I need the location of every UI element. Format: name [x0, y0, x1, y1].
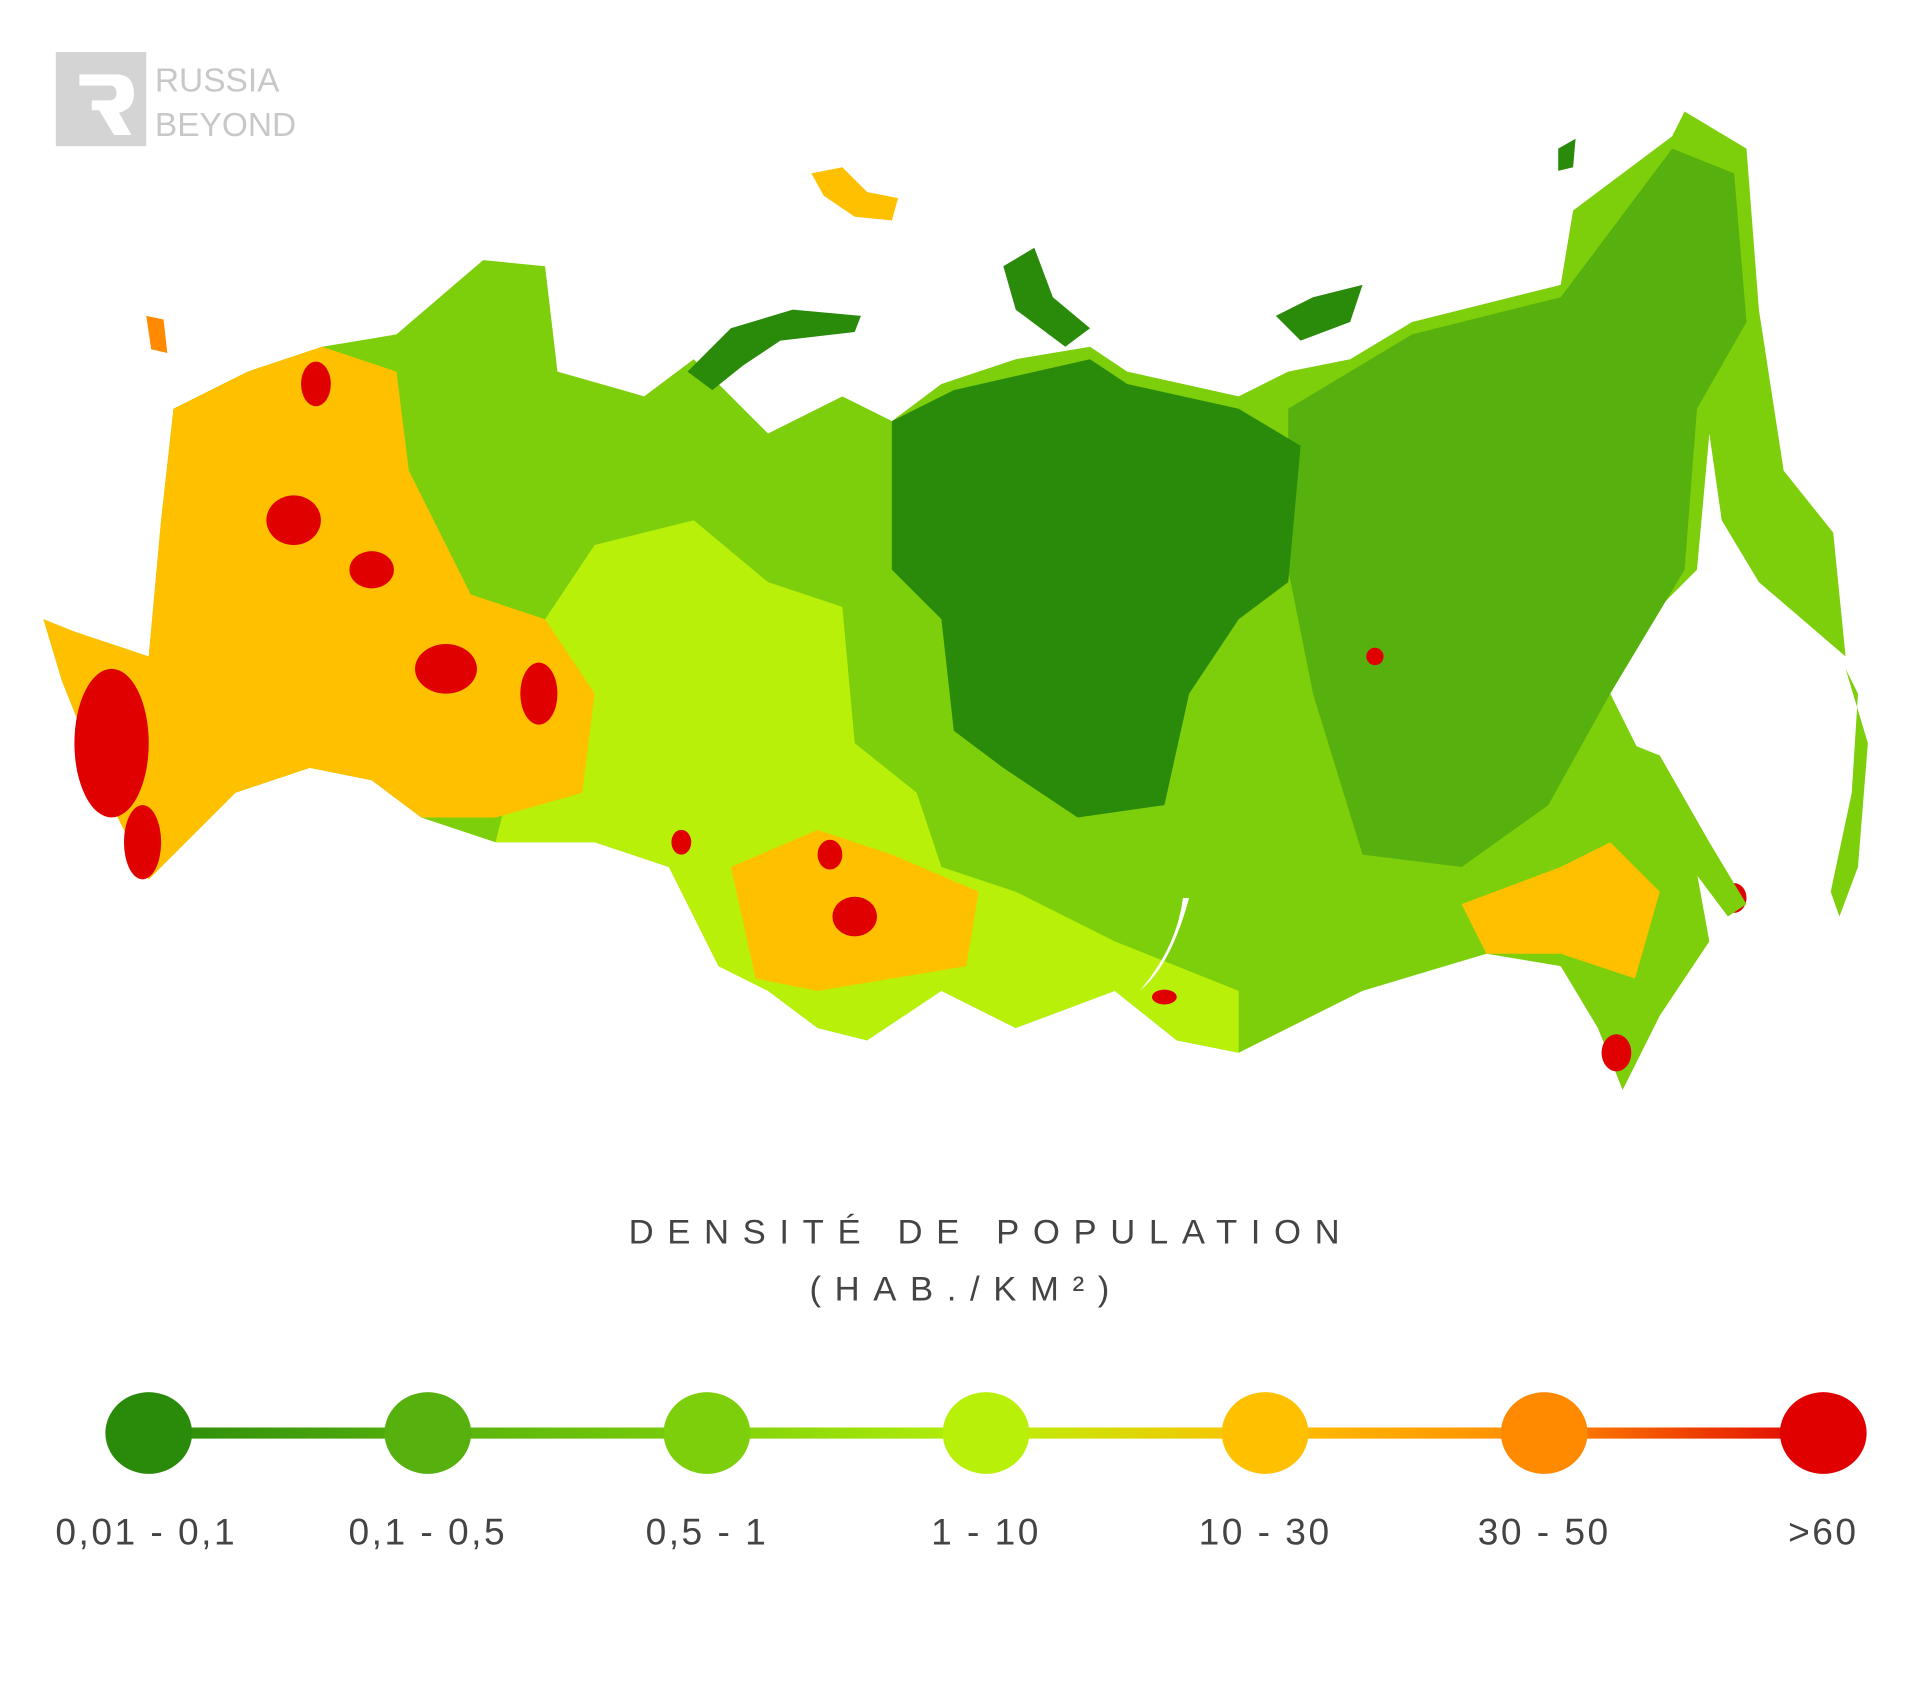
logo-text: RUSSIA	[155, 63, 280, 100]
logo-text: BEYOND	[155, 107, 296, 144]
city-area	[415, 644, 477, 694]
region-south	[495, 520, 1239, 1053]
region-west	[43, 346, 595, 880]
city-area	[1366, 647, 1384, 666]
region-center	[891, 359, 1301, 818]
island	[811, 167, 899, 221]
legend-label: >60	[1788, 1511, 1858, 1553]
island	[1275, 284, 1363, 341]
city-area	[671, 829, 692, 855]
dense-cities	[74, 361, 1747, 1072]
city-area	[74, 668, 149, 818]
city-area	[349, 551, 394, 589]
legend-label: 10 - 30	[1199, 1511, 1332, 1553]
legend-label: 0,1 - 0,5	[349, 1511, 508, 1553]
russia-map	[43, 111, 1868, 1090]
logo-mark	[79, 74, 134, 136]
legend-swatch	[942, 1392, 1030, 1474]
city-area	[123, 805, 162, 880]
legend-label: 0,01 - 0,1	[55, 1511, 237, 1553]
city-area	[1151, 989, 1177, 1005]
legend-swatch	[105, 1392, 193, 1474]
lake	[1139, 897, 1190, 991]
city-area	[817, 839, 843, 870]
legend-swatch	[1500, 1392, 1588, 1474]
island	[1628, 743, 1747, 917]
island	[1830, 668, 1868, 917]
legend-unit: (HAB./KM²)	[809, 1271, 1122, 1309]
legend-title: DENSITÉ DE POPULATION	[629, 1213, 1354, 1252]
city-area	[520, 662, 558, 725]
region-east	[1288, 148, 1747, 868]
region-far-east-south	[1461, 842, 1660, 979]
island	[687, 309, 861, 391]
legend-label: 1 - 10	[931, 1511, 1041, 1553]
city-area	[832, 896, 878, 937]
city-area	[266, 495, 321, 545]
island	[146, 315, 168, 353]
island	[1003, 247, 1091, 347]
city-area	[1601, 1034, 1632, 1072]
city-area	[301, 361, 331, 407]
island	[1558, 138, 1576, 171]
legend-label: 0,5 - 1	[646, 1511, 769, 1553]
legend-swatch	[663, 1392, 751, 1474]
legend-swatch	[1779, 1392, 1867, 1474]
legend-label: 30 - 50	[1478, 1511, 1611, 1553]
legend: DENSITÉ DE POPULATION (HAB./KM²) 0,01 - …	[55, 1213, 1867, 1553]
legend-swatch	[384, 1392, 472, 1474]
legend-swatch	[1221, 1392, 1309, 1474]
logo: RUSSIA BEYOND	[55, 52, 296, 147]
